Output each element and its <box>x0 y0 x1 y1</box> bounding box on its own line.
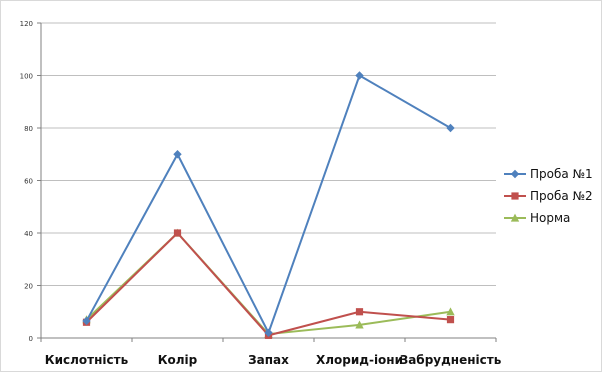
data-point <box>355 320 364 329</box>
y-tick-label: 40 <box>24 230 33 238</box>
y-tick-label: 60 <box>24 178 33 186</box>
x-tick-label: Колір <box>158 353 198 367</box>
series-line <box>85 232 451 336</box>
data-point <box>446 123 455 133</box>
data-point <box>173 229 182 237</box>
x-tick-label: Кислотність <box>45 353 129 367</box>
data-point <box>446 307 455 316</box>
y-tick-label: 20 <box>24 283 33 291</box>
series-layer <box>82 71 455 339</box>
legend-swatch-marker <box>510 213 520 222</box>
series-3 <box>82 228 455 338</box>
axes: 0 20 40 60 80 100 120 Кислотність Колір Запах Хлор… <box>20 20 502 367</box>
series-2 <box>82 229 455 339</box>
series-1 <box>82 71 455 337</box>
legend-item-1: Проба №1 <box>504 167 593 181</box>
data-point <box>446 316 455 324</box>
data-point <box>355 71 364 80</box>
gridlines <box>41 22 496 339</box>
y-tick-label: 80 <box>24 125 33 133</box>
legend-label: Проба №1 <box>530 167 593 181</box>
series-line <box>85 74 451 334</box>
x-tick-label: Запах <box>248 353 289 367</box>
y-tick-label: 0 <box>29 335 33 343</box>
legend-swatch-marker <box>511 192 519 200</box>
data-point <box>82 316 91 326</box>
data-point <box>173 150 182 159</box>
y-tick-label: 100 <box>20 73 33 81</box>
legend-swatch-marker <box>510 169 520 179</box>
legend-label: Проба №2 <box>530 189 593 203</box>
data-point <box>264 328 273 337</box>
legend: Проба №1 Проба №2 Норма <box>504 167 593 225</box>
legend-label: Норма <box>530 211 570 225</box>
legend-item-2: Проба №2 <box>504 189 593 203</box>
data-point <box>355 308 364 316</box>
x-tick-label: Хлорид-іони <box>316 353 403 367</box>
y-tick-label: 120 <box>20 20 33 28</box>
x-tick-label: Забрудненість <box>400 353 502 367</box>
legend-item-3: Норма <box>504 211 570 225</box>
